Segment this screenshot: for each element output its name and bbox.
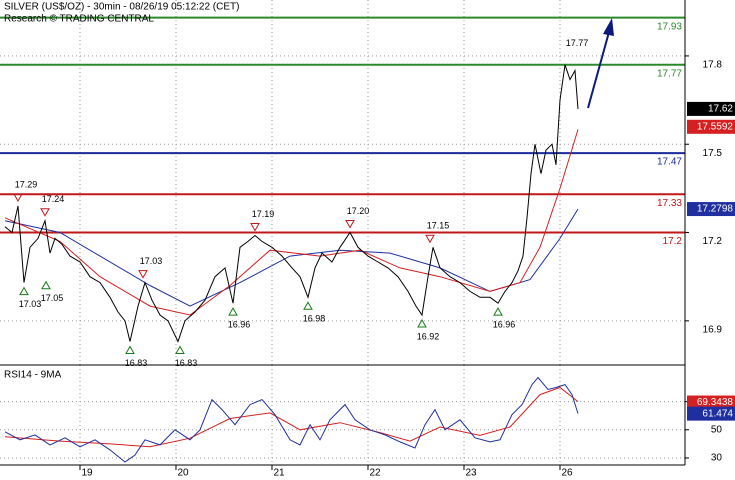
trough-label: 17.03 — [19, 299, 42, 309]
x-tick-label: 19 — [81, 468, 93, 479]
y-tick-label: 50 — [711, 424, 723, 435]
trough-label: 17.05 — [41, 293, 64, 303]
rsi-title: RSI14 - 9MA — [4, 370, 62, 381]
trough-marker — [493, 307, 503, 316]
trough-marker — [19, 286, 29, 296]
trough-marker — [417, 318, 427, 328]
y-tick-label: 17.5 — [703, 148, 723, 159]
peak-marker — [138, 270, 148, 279]
trough-marker — [175, 345, 185, 354]
chart-title: SILVER (US$/OZ) - 30min - 08/26/19 05:12… — [4, 2, 239, 13]
series-line — [4, 376, 579, 463]
high-label: 17.77 — [566, 38, 589, 48]
level-label: 17.33 — [657, 198, 682, 209]
value-box — [687, 119, 735, 134]
series-line — [4, 386, 579, 448]
value-box-label: 61.474 — [702, 408, 733, 419]
x-tick-label: 26 — [561, 468, 573, 479]
level-label: 17.93 — [657, 21, 682, 32]
peak-marker — [13, 193, 23, 203]
value-box-label: 17.5592 — [697, 121, 734, 132]
x-tick-label: 21 — [273, 468, 285, 479]
level-label: 17.77 — [657, 68, 682, 79]
y-tick-label: 16.9 — [703, 324, 723, 335]
trough-marker — [303, 301, 313, 310]
y-tick-label: 17.2 — [703, 236, 723, 247]
forecast-arrow — [587, 31, 610, 109]
x-tick-label: 23 — [465, 468, 477, 479]
peak-marker — [40, 208, 50, 217]
arrow-head — [603, 18, 614, 36]
chart-subtitle: Research © TRADING CENTRAL — [4, 14, 154, 25]
peak-label: 17.15 — [427, 221, 450, 231]
value-box-label: 69.3438 — [697, 397, 734, 408]
trough-label: 16.83 — [125, 358, 148, 368]
value-box-label: 17.2798 — [697, 204, 734, 215]
y-tick-label: 30 — [711, 453, 723, 464]
trough-marker — [228, 307, 238, 316]
peak-label: 17.03 — [140, 256, 163, 266]
series-line — [4, 208, 579, 307]
y-tick-label: 17.8 — [703, 60, 723, 71]
trough-label: 16.92 — [417, 331, 440, 341]
peak-marker — [425, 234, 435, 244]
trough-label: 16.96 — [228, 320, 251, 330]
peak-marker — [250, 222, 260, 232]
peak-label: 17.19 — [252, 209, 275, 219]
trough-label: 16.96 — [493, 320, 516, 330]
level-label: 17.2 — [663, 236, 683, 247]
trough-label: 16.83 — [175, 358, 198, 368]
series-line — [4, 129, 579, 316]
x-tick-label: 20 — [177, 468, 189, 479]
value-box-label: 17.62 — [708, 104, 733, 115]
peak-marker — [345, 220, 355, 229]
value-box — [687, 406, 735, 421]
peak-label: 17.29 — [15, 179, 38, 189]
trough-marker — [41, 280, 51, 290]
x-tick-label: 22 — [369, 468, 381, 479]
trough-label: 16.98 — [303, 314, 326, 324]
trough-marker — [125, 345, 135, 354]
peak-label: 17.24 — [42, 194, 65, 204]
level-label: 17.47 — [657, 157, 682, 168]
value-box — [687, 395, 735, 410]
series-line — [4, 64, 579, 343]
value-box — [687, 202, 735, 217]
value-box — [687, 101, 735, 116]
peak-label: 17.20 — [347, 206, 370, 216]
